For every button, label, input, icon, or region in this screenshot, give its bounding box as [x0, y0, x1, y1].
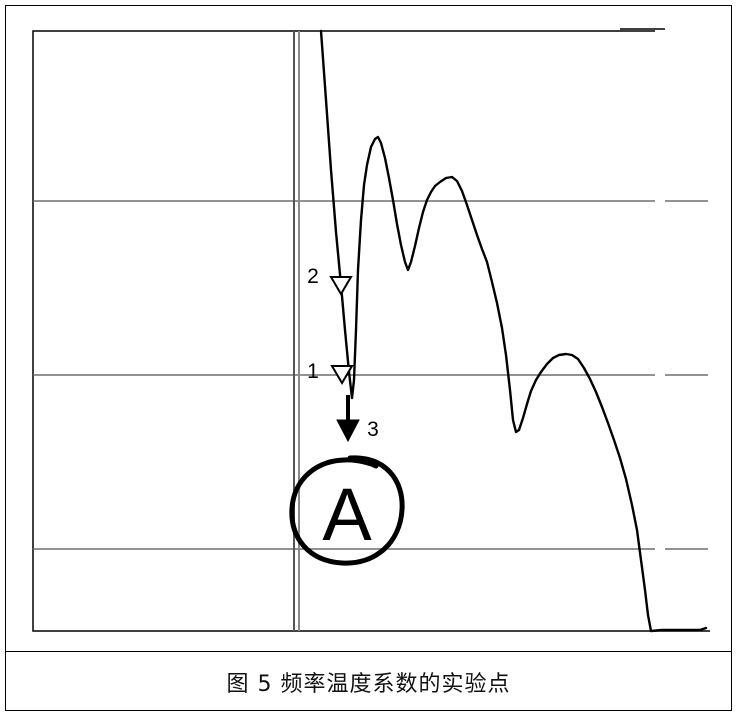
figure-frame: [5, 5, 732, 711]
marker-2-triangle: [329, 276, 353, 296]
marker-2-label: 2: [307, 265, 319, 288]
point-a-label: A: [322, 473, 372, 556]
caption-divider: [5, 651, 732, 652]
marker-3-triangle: [336, 419, 360, 443]
point-a-circle: [289, 455, 405, 566]
marker-1-triangle: [330, 365, 354, 385]
figure-caption: 图 5 频率温度系数的实验点: [226, 671, 511, 697]
plot-area: 2 1 3 A: [32, 28, 710, 633]
response-curve: [319, 29, 708, 633]
marker-3-label: 3: [367, 418, 379, 441]
marker-1-label: 1: [307, 360, 319, 383]
plot-border: [32, 30, 710, 632]
